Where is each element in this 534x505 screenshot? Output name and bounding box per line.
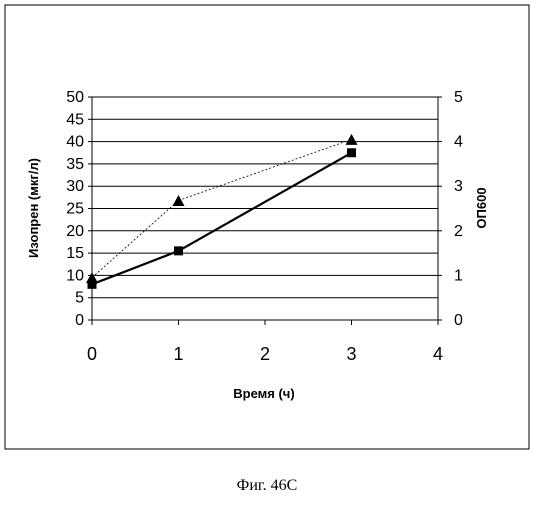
y2-tick-label: 3 (454, 178, 463, 195)
y2-tick-label: 5 (454, 89, 463, 106)
x-tick-label: 2 (260, 344, 270, 364)
data-point-triangle (173, 195, 185, 206)
y-axis-title: Изопрен (мкг/л) (26, 158, 41, 258)
y-tick-label: 35 (66, 156, 84, 173)
x-tick-label: 0 (87, 344, 97, 364)
y-tick-label: 25 (66, 201, 84, 218)
y2-axis-title: ОП600 (474, 187, 489, 228)
y-tick-label: 20 (66, 223, 84, 240)
x-axis-title: Время (ч) (233, 386, 294, 401)
y2-tick-label: 0 (454, 312, 463, 329)
data-point-square (347, 148, 356, 157)
data-point-square (174, 246, 183, 255)
y-tick-label: 40 (66, 134, 84, 151)
y2-tick-label: 1 (454, 267, 463, 284)
y-tick-label: 50 (66, 89, 84, 106)
x-tick-label: 1 (173, 344, 183, 364)
grid (92, 97, 438, 298)
series-line-1 (92, 153, 352, 284)
y-tick-label: 0 (75, 312, 84, 329)
y-tick-label: 45 (66, 111, 84, 128)
x-tick-label: 4 (433, 344, 443, 364)
y2-tick-label: 2 (454, 223, 463, 240)
axes (88, 97, 442, 325)
data-point-square (88, 280, 97, 289)
y-tick-label: 15 (66, 245, 84, 262)
data-point-triangle (346, 134, 358, 145)
figure-caption: Фиг. 46С (237, 477, 298, 494)
y2-tick-label: 4 (454, 134, 463, 151)
y-tick-label: 30 (66, 178, 84, 195)
x-tick-label: 3 (346, 344, 356, 364)
series (86, 134, 358, 289)
y-tick-label: 5 (75, 290, 84, 307)
y-tick-label: 10 (66, 267, 84, 284)
